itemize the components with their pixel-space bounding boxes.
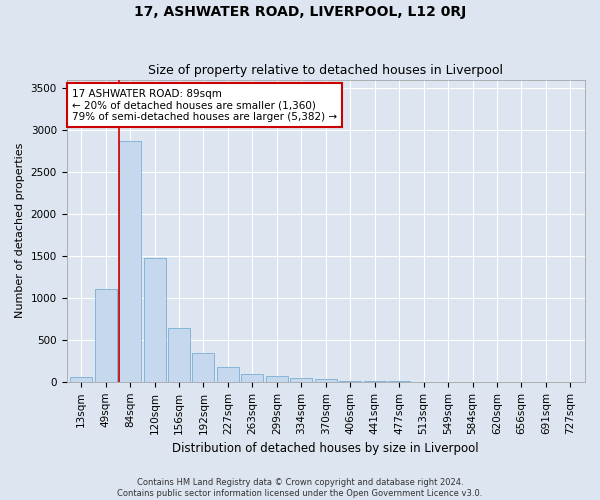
Bar (217, 367, 239, 382)
Bar (339, 380, 361, 382)
Bar (290, 378, 313, 382)
Bar (95, 290, 116, 382)
Bar (119, 141, 141, 382)
Bar (315, 379, 337, 382)
Bar (241, 374, 263, 382)
Text: 17 ASHWATER ROAD: 89sqm
← 20% of detached houses are smaller (1,360)
79% of semi: 17 ASHWATER ROAD: 89sqm ← 20% of detache… (72, 88, 337, 122)
Text: Contains HM Land Registry data © Crown copyright and database right 2024.
Contai: Contains HM Land Registry data © Crown c… (118, 478, 482, 498)
Text: 17, ASHWATER ROAD, LIVERPOOL, L12 0RJ: 17, ASHWATER ROAD, LIVERPOOL, L12 0RJ (134, 5, 466, 19)
Bar (143, 258, 166, 382)
Bar (70, 377, 92, 382)
Bar (364, 381, 386, 382)
Bar (266, 376, 288, 382)
Y-axis label: Number of detached properties: Number of detached properties (15, 143, 25, 318)
Bar (168, 328, 190, 382)
Title: Size of property relative to detached houses in Liverpool: Size of property relative to detached ho… (148, 64, 503, 77)
Bar (193, 354, 214, 382)
X-axis label: Distribution of detached houses by size in Liverpool: Distribution of detached houses by size … (172, 442, 479, 455)
